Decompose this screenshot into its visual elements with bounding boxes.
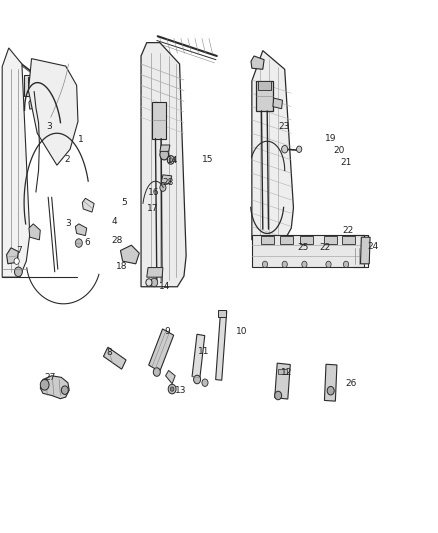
Text: 2: 2 [65,156,71,164]
Text: 6: 6 [84,238,90,247]
Circle shape [343,261,349,268]
Circle shape [326,261,331,268]
Polygon shape [2,48,30,277]
Polygon shape [75,224,87,236]
Polygon shape [252,51,293,240]
Text: 22: 22 [319,244,330,252]
Text: 28: 28 [112,237,123,245]
Polygon shape [300,236,313,244]
Polygon shape [342,236,355,244]
Text: 17: 17 [147,205,159,213]
Text: 3: 3 [46,123,52,131]
Polygon shape [29,98,36,109]
Circle shape [160,149,169,160]
Text: 7: 7 [17,246,22,255]
Polygon shape [166,370,175,384]
Text: 19: 19 [325,134,336,143]
Text: 22: 22 [343,226,354,235]
Polygon shape [24,75,39,96]
Polygon shape [252,235,364,266]
Text: 10: 10 [236,327,247,336]
Text: 26: 26 [345,379,357,388]
Text: 24: 24 [367,242,378,251]
Polygon shape [152,102,166,139]
Circle shape [14,267,22,277]
Circle shape [297,146,302,152]
Circle shape [14,258,19,264]
Circle shape [168,384,176,394]
Polygon shape [160,145,170,151]
Polygon shape [103,347,126,369]
Text: 27: 27 [45,373,56,382]
Polygon shape [29,224,40,240]
Polygon shape [256,81,273,111]
Polygon shape [280,236,293,244]
Circle shape [146,279,152,286]
Polygon shape [278,369,287,374]
Polygon shape [324,236,337,244]
Polygon shape [215,311,227,380]
Text: 25: 25 [298,244,309,252]
Text: 14: 14 [167,157,179,165]
Text: 28: 28 [162,178,173,187]
Text: 21: 21 [341,158,352,167]
Polygon shape [325,364,337,401]
Circle shape [169,158,173,162]
Circle shape [202,379,208,386]
Text: 18: 18 [116,262,127,271]
Text: 9: 9 [164,327,170,336]
Polygon shape [251,56,264,69]
Circle shape [327,386,334,395]
Text: 4: 4 [112,217,117,225]
Polygon shape [82,198,94,212]
Circle shape [170,387,174,391]
Circle shape [40,379,49,390]
Text: 11: 11 [198,348,209,356]
Circle shape [275,391,282,400]
Polygon shape [141,43,186,287]
Polygon shape [161,175,172,184]
Text: 3: 3 [65,220,71,228]
Circle shape [153,368,160,376]
Circle shape [160,184,166,191]
Polygon shape [273,98,283,109]
Circle shape [302,261,307,268]
Polygon shape [7,248,18,264]
Circle shape [194,375,201,384]
Polygon shape [275,363,290,399]
Polygon shape [120,245,139,264]
Text: 5: 5 [122,198,127,207]
Circle shape [282,261,287,268]
Polygon shape [28,77,37,92]
Text: 23: 23 [278,123,290,131]
Polygon shape [261,236,274,244]
Polygon shape [360,237,370,264]
Polygon shape [28,59,78,165]
Polygon shape [40,376,69,399]
Circle shape [262,261,268,268]
Text: 12: 12 [281,368,293,376]
Polygon shape [192,334,205,378]
Text: 20: 20 [333,146,344,155]
Polygon shape [258,81,271,90]
Circle shape [282,146,288,153]
Polygon shape [148,329,174,372]
Circle shape [167,156,174,164]
Text: 14: 14 [159,282,170,291]
Circle shape [75,239,82,247]
Circle shape [61,386,68,394]
Polygon shape [218,310,226,317]
Circle shape [151,278,158,287]
Text: 8: 8 [106,349,112,357]
Polygon shape [147,268,163,277]
Text: 13: 13 [175,386,187,394]
Text: 1: 1 [78,135,84,144]
Text: 16: 16 [148,189,159,197]
Text: 15: 15 [202,156,214,164]
